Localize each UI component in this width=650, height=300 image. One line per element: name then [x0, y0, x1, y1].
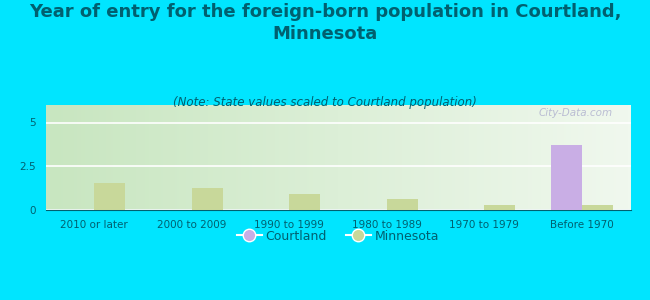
Bar — [289, 194, 320, 210]
Bar — [551, 145, 582, 210]
Text: City-Data.com: City-Data.com — [539, 108, 613, 118]
Bar — [387, 199, 418, 210]
Text: Year of entry for the foreign-born population in Courtland,
Minnesota: Year of entry for the foreign-born popul… — [29, 3, 621, 43]
Bar — [582, 205, 613, 210]
Text: (Note: State values scaled to Courtland population): (Note: State values scaled to Courtland … — [173, 96, 477, 109]
Bar — [192, 188, 223, 210]
Bar — [484, 205, 515, 210]
Legend: Courtland, Minnesota: Courtland, Minnesota — [232, 225, 444, 248]
Bar — [94, 183, 125, 210]
